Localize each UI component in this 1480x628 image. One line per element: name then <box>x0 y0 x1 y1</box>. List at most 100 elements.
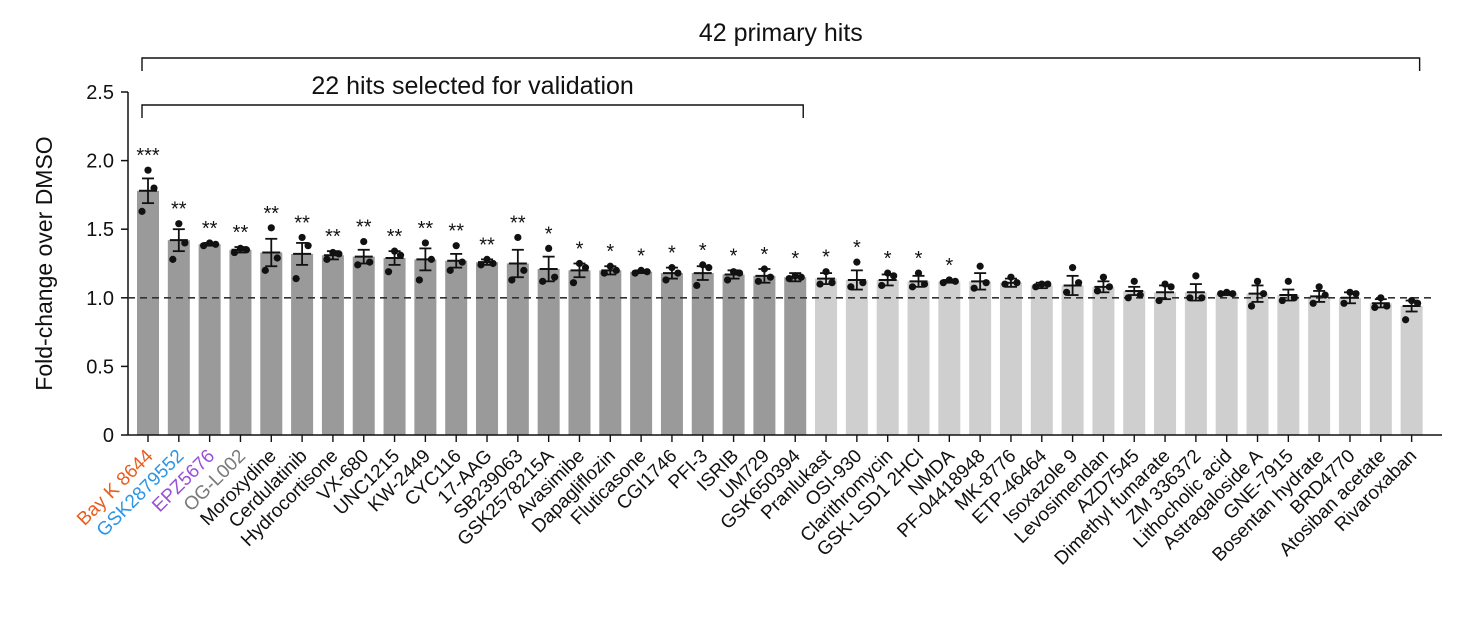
data-point <box>668 264 676 272</box>
data-point <box>1198 294 1206 302</box>
data-point <box>1377 294 1385 302</box>
data-point <box>335 250 343 258</box>
data-point <box>200 242 208 250</box>
data-point <box>1161 280 1169 288</box>
bar <box>845 279 868 435</box>
significance-label: * <box>637 245 645 267</box>
data-point <box>575 259 584 268</box>
significance-label: * <box>545 223 553 245</box>
data-point <box>939 279 947 287</box>
data-point <box>600 269 608 277</box>
data-point <box>569 279 578 287</box>
data-point <box>1290 294 1298 302</box>
data-point <box>785 274 793 283</box>
data-point <box>366 258 374 266</box>
bar <box>876 279 899 435</box>
data-point <box>754 277 763 285</box>
bar <box>1030 285 1053 435</box>
data-point <box>1414 299 1422 307</box>
data-point <box>138 207 146 215</box>
bar <box>1184 292 1207 435</box>
data-point <box>1284 277 1292 285</box>
data-point <box>539 277 547 285</box>
bar <box>969 281 992 435</box>
bar <box>722 274 745 435</box>
bar <box>1308 296 1331 435</box>
data-point <box>606 262 614 270</box>
x-axis: Bay K 8644GSK2879552EPZ5676OG-L002Moroxy… <box>73 434 1442 570</box>
data-point <box>304 242 312 250</box>
data-point <box>458 258 466 266</box>
bar <box>321 255 344 435</box>
data-point <box>1309 299 1317 307</box>
data-point <box>323 255 331 263</box>
data-point <box>735 269 744 277</box>
data-point <box>427 255 435 263</box>
bars <box>137 190 1423 435</box>
data-point <box>329 248 337 257</box>
data-point <box>1069 264 1077 272</box>
data-point <box>508 276 516 284</box>
y-tick-label: 0 <box>103 425 114 447</box>
significance-label: ** <box>448 221 464 243</box>
significance-label: * <box>730 245 738 267</box>
data-point <box>298 233 306 242</box>
data-point <box>828 279 836 287</box>
data-point <box>637 266 645 274</box>
bar <box>229 249 252 435</box>
significance-label: ** <box>263 203 279 225</box>
bar <box>938 281 961 435</box>
data-point <box>662 276 670 284</box>
data-point <box>267 224 275 232</box>
data-point <box>236 244 245 253</box>
significance-label: ** <box>233 222 249 244</box>
bar <box>291 253 314 435</box>
significance-label: ** <box>325 226 341 248</box>
data-point <box>483 255 491 263</box>
data-point <box>1136 291 1144 299</box>
data-point <box>489 259 497 268</box>
data-point <box>723 276 732 284</box>
significance-label: ** <box>356 217 372 239</box>
data-point <box>292 274 300 283</box>
data-point <box>581 264 590 272</box>
brackets: 42 primary hits 22 hits selected for vali… <box>141 19 1421 118</box>
data-point <box>1007 273 1015 281</box>
data-point <box>181 239 189 247</box>
data-point <box>1032 283 1040 291</box>
bracket-label: 22 hits selected for validation <box>311 72 633 100</box>
significance-label: * <box>668 243 676 265</box>
data-point <box>729 268 738 276</box>
bar <box>137 190 159 435</box>
data-point <box>1352 290 1360 298</box>
data-point <box>1001 280 1009 288</box>
data-point <box>643 268 651 276</box>
data-point <box>976 262 984 270</box>
data-point <box>1402 316 1410 324</box>
data-point <box>1340 299 1348 307</box>
bar <box>352 256 375 435</box>
significance-label: ** <box>171 199 187 221</box>
data-point <box>415 276 423 284</box>
data-point <box>1278 296 1286 305</box>
significance-label: ** <box>387 226 403 248</box>
data-point <box>859 279 867 287</box>
significance-label: ** <box>510 212 526 234</box>
y-axis: 0 0.5 1.0 1.5 2.0 2.5 <box>86 82 129 447</box>
data-point <box>150 184 158 192</box>
bar <box>660 273 683 435</box>
data-point <box>982 279 990 287</box>
bar <box>198 244 221 435</box>
data-point <box>760 265 769 273</box>
data-point <box>452 242 460 250</box>
data-point <box>853 258 861 266</box>
data-point <box>390 247 399 255</box>
data-point <box>890 272 898 280</box>
data-point <box>914 269 923 277</box>
significance-label: * <box>761 244 769 266</box>
data-point <box>514 233 522 242</box>
data-point <box>360 237 368 246</box>
bracket-label: 42 primary hits <box>699 19 863 47</box>
data-point <box>970 284 978 292</box>
data-point <box>1192 272 1200 280</box>
